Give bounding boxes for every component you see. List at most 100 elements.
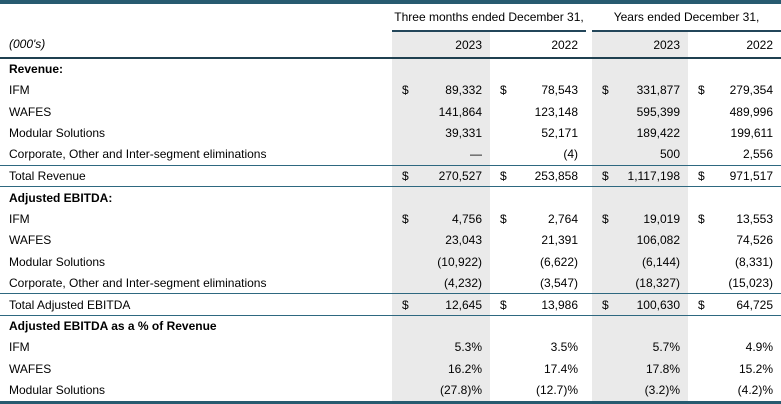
cell-value: 2,556 — [742, 147, 774, 162]
value-cell: (4.2)% — [688, 380, 781, 401]
cell-value: (6,622) — [539, 254, 579, 269]
value-cell: 4.9% — [688, 337, 781, 358]
value-cell: 17.8% — [592, 358, 689, 380]
value-cell-content: (10,922) — [392, 255, 490, 269]
value-cell: 199,611 — [688, 122, 781, 143]
value-cell-content: $78,543 — [490, 83, 586, 97]
value-cell-content: 5.3% — [392, 340, 490, 354]
cell-value: 4,756 — [451, 211, 482, 226]
cell-value: 15.2% — [738, 361, 774, 376]
row-label: Modular Solutions — [9, 254, 106, 269]
cell-value: 23,043 — [445, 233, 482, 248]
value-cell: 5.3% — [392, 336, 490, 359]
value-cell: $64,725 — [688, 293, 781, 316]
cell-value: (4,232) — [443, 275, 482, 290]
cell-value: (6,144) — [641, 254, 681, 269]
value-cell-content: $13,553 — [688, 212, 781, 226]
value-cell — [688, 315, 781, 336]
value-cell-content: (6,144) — [592, 255, 688, 269]
value-cell: $279,354 — [688, 79, 781, 100]
section-header-row: Adjusted EBITDA: — [0, 186, 781, 209]
value-cell: (4,232) — [392, 272, 490, 294]
value-cell: $19,019 — [592, 208, 689, 230]
cell-value: 331,877 — [636, 83, 681, 98]
dollar-sign: $ — [402, 211, 409, 226]
cell-value: 74,526 — [736, 233, 774, 248]
row-label: WAFES — [9, 361, 52, 376]
value-cell-content: $1,117,198 — [592, 169, 688, 183]
cell-value: 2,764 — [547, 211, 579, 226]
row-label: Corporate, Other and Inter-segment elimi… — [9, 147, 267, 162]
cell-value: 17.4% — [543, 361, 579, 376]
value-cell: 39,331 — [392, 122, 490, 144]
table-row: WAFES 23,043 21,391 106,082 74,526 — [0, 229, 781, 251]
value-cell: 489,996 — [688, 101, 781, 122]
value-cell — [592, 186, 689, 209]
value-cell: 16.2% — [392, 358, 490, 380]
cell-value: 19,019 — [643, 211, 681, 226]
section-header-row: Revenue: — [0, 58, 781, 80]
value-cell-content: 21,391 — [490, 233, 586, 247]
value-cell: 3.5% — [490, 337, 586, 358]
value-cell: 123,148 — [490, 101, 586, 122]
value-cell-content: 17.4% — [490, 362, 586, 376]
cell-value: (12.7)% — [535, 383, 579, 398]
value-cell — [490, 187, 586, 208]
value-cell — [392, 315, 490, 337]
value-cell-content: (27.8)% — [392, 383, 490, 397]
value-cell-content: 199,611 — [688, 126, 781, 140]
table-row: IFM $4,756 $2,764 $19,019 $13,553 — [0, 208, 781, 230]
value-cell — [688, 187, 781, 208]
value-cell: 189,422 — [592, 122, 689, 144]
value-cell-content: — — [392, 147, 490, 161]
cell-value: (10,922) — [437, 254, 482, 269]
total-row: Total Revenue $270,527 $253,858 $1,117,198 $… — [0, 164, 781, 188]
value-cell — [392, 58, 490, 80]
row-label: IFM — [9, 83, 30, 98]
value-cell: $78,543 — [490, 79, 586, 100]
value-cell-content: 17.8% — [592, 362, 688, 376]
cell-value: 16.2% — [447, 361, 482, 376]
value-cell-content: $19,019 — [592, 212, 688, 226]
cell-value: 189,422 — [636, 126, 681, 141]
dollar-sign: $ — [602, 297, 609, 312]
table-row: IFM $89,332 $78,543 $331,877 $279,354 — [0, 79, 781, 101]
value-cell-content: 489,996 — [688, 105, 781, 119]
dollar-sign: $ — [402, 83, 409, 98]
value-cell-content: (4,232) — [392, 276, 490, 290]
cell-value: 39,331 — [445, 126, 482, 141]
value-cell-content: (3,547) — [490, 276, 586, 290]
row-label: Revenue: — [9, 62, 64, 77]
cell-value: (18,327) — [635, 275, 681, 290]
value-cell: — — [392, 143, 490, 166]
column-gap — [586, 31, 593, 59]
value-cell-content: 74,526 — [688, 233, 781, 247]
value-cell-content: $89,332 — [392, 83, 490, 97]
row-label: Total Revenue — [0, 164, 392, 188]
value-cell-content: 141,864 — [392, 105, 490, 119]
dollar-sign: $ — [698, 83, 705, 98]
cell-value: 5.3% — [454, 340, 482, 355]
value-cell — [490, 315, 586, 336]
value-cell: $270,527 — [392, 164, 490, 188]
cell-value: 199,611 — [730, 126, 774, 141]
value-cell-content: $270,527 — [392, 169, 490, 183]
value-cell — [392, 186, 490, 209]
value-cell: 23,043 — [392, 229, 490, 251]
dollar-sign: $ — [500, 83, 507, 98]
row-label: Adjusted EBITDA as a % of Revenue — [9, 319, 217, 334]
value-cell: $100,630 — [592, 293, 689, 316]
cell-value: 13,553 — [736, 211, 774, 226]
dollar-sign: $ — [402, 168, 409, 183]
value-cell-content: $253,858 — [490, 169, 586, 183]
value-cell: 106,082 — [592, 229, 689, 251]
row-label: Adjusted EBITDA: — [9, 190, 113, 205]
cell-value: 123,148 — [534, 104, 579, 119]
value-cell-content: $2,764 — [490, 212, 586, 226]
three-months-group-header: Three months ended December 31, — [392, 4, 587, 32]
value-cell — [688, 58, 781, 79]
value-cell: 15.2% — [688, 358, 781, 379]
cell-value: 17.8% — [645, 361, 681, 376]
table-row: WAFES 16.2% 17.4% 17.8% 15.2% — [0, 358, 781, 380]
value-cell: $2,764 — [490, 208, 586, 229]
